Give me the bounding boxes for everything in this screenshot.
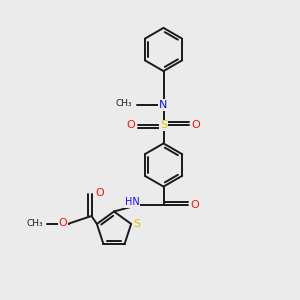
Text: O: O	[95, 188, 104, 199]
Text: S: S	[160, 120, 167, 130]
Text: S: S	[134, 219, 141, 229]
Text: O: O	[191, 120, 200, 130]
Text: O: O	[59, 218, 68, 229]
Text: HN: HN	[125, 197, 140, 207]
Text: N: N	[159, 100, 168, 110]
Text: O: O	[190, 200, 199, 210]
Text: O: O	[127, 120, 136, 130]
Text: CH₃: CH₃	[116, 99, 132, 108]
Text: CH₃: CH₃	[27, 219, 44, 228]
